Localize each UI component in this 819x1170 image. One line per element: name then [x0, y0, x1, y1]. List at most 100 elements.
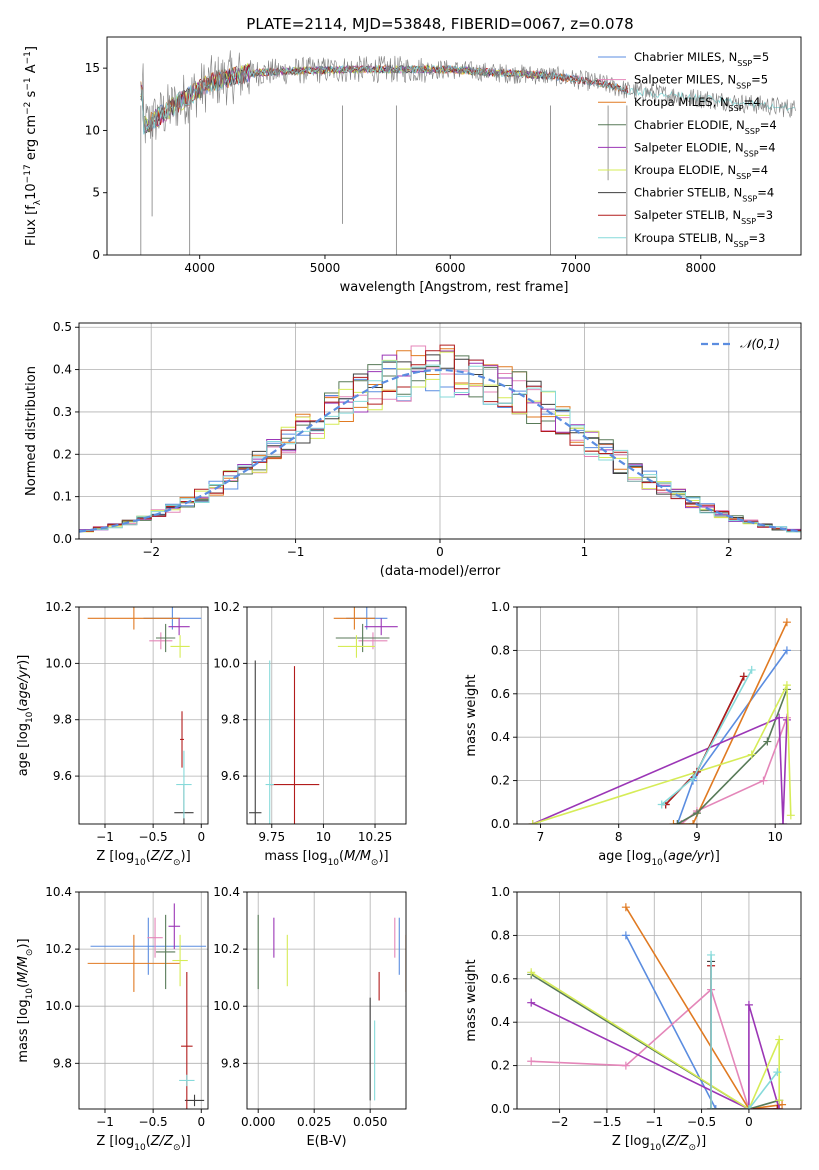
weight-line: [532, 716, 788, 824]
chart-age-vs-mass: 9.75 10 10.25 9.6 9.8 10.0 10.2 mass [log10(M/M…: [213, 600, 407, 868]
axes-frame: [106, 36, 802, 256]
weight-point: [689, 820, 698, 824]
errorbar-kroupa-miles: [87, 607, 181, 630]
plot-area: [249, 607, 398, 824]
axes: 7 8 9 10 0.0 0.2 0.4 0.6 0.8 1.0: [491, 600, 802, 844]
x-axis-label: E(B-V): [306, 1134, 346, 1149]
weight-line: [530, 973, 780, 1109]
weight-point: [782, 681, 791, 690]
x-tick-label: 0: [745, 1115, 753, 1129]
y-tick-label: 9.8: [221, 1056, 240, 1070]
weight-point: [673, 820, 682, 824]
y-tick-label: 0.4: [491, 1015, 510, 1029]
x-tick-label: 9: [693, 830, 701, 844]
axes: −1 −0.5 0 9.6 9.8 10.0 10.2: [45, 600, 209, 844]
errorbar-chabrier-miles: [90, 917, 207, 975]
x-tick-label: 4000: [184, 261, 215, 275]
errorbar-salpeter-stelib: [269, 666, 320, 824]
x-tick-label: 10: [768, 830, 783, 844]
weight-line: [625, 906, 783, 1109]
weight-point: [782, 646, 791, 655]
y-tick-label: 0.2: [491, 1059, 510, 1073]
weight-point: [786, 811, 795, 820]
y-tick-label: 10.2: [45, 600, 72, 614]
x-tick-label: 8000: [686, 261, 717, 275]
plot-area: [79, 344, 801, 533]
x-axis-label: Z [log10(Z/Z⊙)]: [96, 849, 190, 868]
axes: 9.75 10 10.25 9.6 9.8 10.0 10.2: [213, 600, 407, 844]
y-tick-label: 9.8: [53, 1056, 72, 1070]
weight-point: [759, 776, 768, 785]
model-spectrum-salpeter-stelib: [140, 63, 629, 132]
x-tick-label: 9.75: [258, 830, 285, 844]
legend-label-kroupa-miles: Kroupa MILES, NSSP=4: [634, 95, 760, 113]
x-tick-label: 10: [316, 830, 331, 844]
y-axis-label: Normed distribution: [24, 366, 39, 496]
weight-series-kroupa-miles: [669, 618, 791, 824]
weight-point: [775, 1105, 784, 1109]
x-tick-label: 0: [197, 1115, 205, 1129]
y-tick-label: 10.0: [45, 656, 72, 670]
legend-label-chabrier-stelib: Chabrier STELIB, NSSP=4: [634, 186, 774, 204]
y-axis-label: Flux [fλ10−17 erg cm−2 s−1 A−1]: [23, 46, 43, 246]
axes: −1 −0.5 0 9.8 10.0 10.2 10.4: [45, 885, 209, 1129]
weight-point: [689, 774, 698, 783]
weight-point: [739, 672, 748, 681]
legend-label-salpeter-elodie: Salpeter ELODIE, NSSP=4: [634, 140, 776, 158]
y-tick-label: 10.2: [45, 942, 72, 956]
y-tick-label: 10.0: [213, 656, 240, 670]
x-axis-label: (data-model)/error: [380, 564, 501, 579]
x-tick-label: 0: [197, 830, 205, 844]
axes: −2 −1.5 −1 −0.5 0 0.0 0.2 0.4 0.6 0.8 1.0: [491, 885, 802, 1129]
chart-spectrum: 4000 5000 6000 7000 8000 0 5 10 15 wavelength [An…: [23, 36, 802, 295]
y-tick-label: 10.2: [213, 600, 240, 614]
weight-point: [744, 1000, 753, 1009]
normal-reference-curve: [79, 368, 801, 533]
axes-frame: [246, 606, 407, 825]
x-tick-label: −0.5: [139, 1115, 168, 1129]
weight-line: [673, 621, 788, 824]
y-tick-label: 0.2: [491, 774, 510, 788]
x-axis-label: wavelength [Angstrom, rest frame]: [340, 280, 569, 295]
weight-line: [625, 935, 749, 1109]
x-tick-label: 7: [537, 830, 545, 844]
weight-point: [527, 998, 536, 1007]
y-axis-label: mass weight: [464, 674, 479, 756]
x-tick-label: 6000: [435, 261, 466, 275]
weight-point: [711, 1105, 720, 1109]
chart-residuals: −2 −1 0 1 2 0.0 0.1 0.2 0.3 0.4 0.5 (data-model)/er…: [24, 320, 802, 579]
y-tick-label: 0.8: [491, 928, 510, 942]
x-tick-label: −2: [551, 1115, 569, 1129]
x-tick-label: 0.000: [241, 1115, 275, 1129]
x-tick-label: 8: [615, 830, 623, 844]
weight-point: [747, 750, 756, 759]
y-tick-label: 0.3: [53, 405, 72, 419]
y-tick-label: 1.0: [491, 600, 510, 614]
y-tick-label: 15: [85, 61, 100, 75]
weight-line: [532, 684, 792, 824]
x-tick-label: 7000: [560, 261, 591, 275]
weight-line: [530, 971, 780, 1109]
x-tick-label: −0.5: [139, 830, 168, 844]
plot-area: [257, 914, 406, 1101]
y-axis-label: mass weight: [464, 959, 479, 1041]
x-axis-label: Z [log10(Z/Z⊙)]: [96, 1134, 190, 1153]
x-tick-label: 5000: [310, 261, 341, 275]
legend-label-kroupa-stelib: Kroupa STELIB, NSSP=3: [634, 231, 765, 249]
errorbar-chabrier-elodie: [156, 623, 176, 653]
errorbar-chabrier-elodie: [156, 914, 176, 990]
legend-label-salpeter-miles: Salpeter MILES, NSSP=5: [634, 73, 768, 91]
spectrum-legend: Chabrier MILES, NSSP=5 Salpeter MILES, NS…: [598, 50, 777, 248]
axes-frame: [516, 606, 802, 825]
x-tick-label: −1: [645, 1115, 663, 1129]
y-tick-label: 5: [92, 186, 100, 200]
legend-label-normal: 𝒩(0,1): [740, 337, 780, 351]
axes: −2 −1 0 1 2 0.0 0.1 0.2 0.3 0.4 0.5: [53, 320, 802, 559]
y-tick-label: 0.2: [53, 447, 72, 461]
y-tick-label: 10.4: [45, 885, 72, 899]
histogram-salpeter-stelib: [79, 344, 801, 532]
grid: [79, 606, 208, 824]
x-tick-label: −0.5: [687, 1115, 716, 1129]
x-tick-label: 0.050: [353, 1115, 387, 1129]
